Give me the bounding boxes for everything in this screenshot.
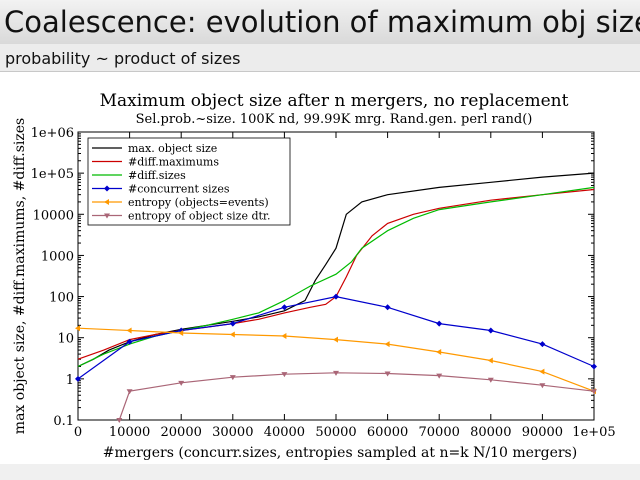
- data-point: [384, 341, 390, 348]
- y-tick-label: 1000: [41, 249, 74, 264]
- legend-label: #diff.sizes: [128, 169, 186, 182]
- series-layer: [75, 172, 597, 423]
- slide-title: Coalescence: evolution of maximum obj si…: [0, 0, 640, 44]
- y-tick-label: 10000: [33, 208, 74, 223]
- data-point: [104, 213, 110, 219]
- y-tick-label: 0.1: [53, 414, 74, 429]
- x-tick-label: 50000: [315, 425, 356, 440]
- x-tick-label: 1e+05: [572, 425, 615, 440]
- y-axis-label: max object size, #diff.maximums, #diff.s…: [12, 118, 28, 434]
- data-point: [384, 371, 391, 377]
- chart-title: Maximum object size after n mergers, no …: [100, 91, 569, 111]
- data-point: [104, 199, 109, 205]
- y-tick-label: 10: [57, 332, 74, 347]
- data-point: [487, 357, 493, 364]
- legend-label: #concurrent sizes: [128, 183, 230, 196]
- y-tick-label: 100: [49, 291, 74, 306]
- legend-label: entropy of object size dtr.: [128, 210, 270, 223]
- data-point: [75, 375, 81, 382]
- data-point: [178, 380, 185, 386]
- data-point: [229, 331, 235, 338]
- data-point: [104, 185, 110, 192]
- x-tick-label: 60000: [367, 425, 408, 440]
- data-point: [436, 320, 443, 327]
- slide-subtitle: probability ~ product of sizes: [0, 44, 640, 72]
- slide-footer-bar: [0, 464, 640, 480]
- x-tick-label: 30000: [212, 425, 253, 440]
- data-point: [333, 293, 339, 300]
- data-point: [126, 389, 133, 395]
- data-point: [229, 375, 236, 381]
- legend-box: [87, 137, 291, 226]
- x-tick-label: 20000: [161, 425, 202, 440]
- data-point: [281, 372, 288, 378]
- data-point: [539, 341, 546, 348]
- data-point: [75, 325, 80, 332]
- x-tick-label: 70000: [419, 425, 460, 440]
- series-line: [118, 372, 595, 421]
- data-point: [333, 336, 338, 343]
- data-point: [126, 327, 132, 334]
- data-point: [333, 370, 339, 376]
- x-tick-label: 90000: [522, 425, 563, 440]
- data-point: [229, 320, 236, 327]
- y-tick-label: 1e+06: [31, 126, 74, 141]
- chart-subtitle: Sel.prob.~size. 100K nd, 99.99K mrg. Ran…: [136, 112, 533, 127]
- data-point: [539, 383, 546, 389]
- legend-label: entropy (objects=events): [128, 196, 269, 209]
- legend-label: #diff.maximums: [128, 156, 219, 169]
- data-point: [591, 389, 597, 395]
- data-point: [178, 330, 184, 337]
- data-point: [436, 348, 442, 355]
- x-tick-label: 40000: [264, 425, 305, 440]
- axis-ticks: 0.1 1 10 100 1000 10000 1e+05 1e+06 0 10000 20000 3…: [31, 126, 616, 440]
- series: [77, 188, 595, 360]
- chart: Maximum object size after n mergers, no …: [12, 91, 616, 461]
- data-point: [539, 368, 545, 375]
- series: [75, 293, 597, 382]
- legend: max. object size#diff.maximums#diff.size…: [87, 137, 291, 226]
- x-tick-label: 10000: [109, 425, 150, 440]
- legend-label: max. object size: [128, 142, 217, 155]
- x-tick-label: 80000: [470, 425, 511, 440]
- data-point: [281, 304, 288, 311]
- x-axis-label: #mergers (concurr.sizes, entropies sampl…: [103, 445, 577, 461]
- data-point: [126, 338, 133, 345]
- series: [75, 325, 596, 395]
- series-line: [77, 188, 595, 360]
- data-point: [591, 363, 597, 370]
- data-point: [116, 418, 123, 423]
- data-point: [487, 377, 494, 383]
- series: [116, 370, 597, 423]
- data-point: [281, 333, 287, 340]
- y-tick-label: 1e+05: [31, 167, 74, 182]
- y-tick-label: 1: [66, 373, 74, 388]
- data-point: [436, 373, 443, 379]
- data-point: [384, 304, 391, 311]
- data-point: [487, 327, 494, 334]
- x-tick-label: 0: [74, 425, 82, 440]
